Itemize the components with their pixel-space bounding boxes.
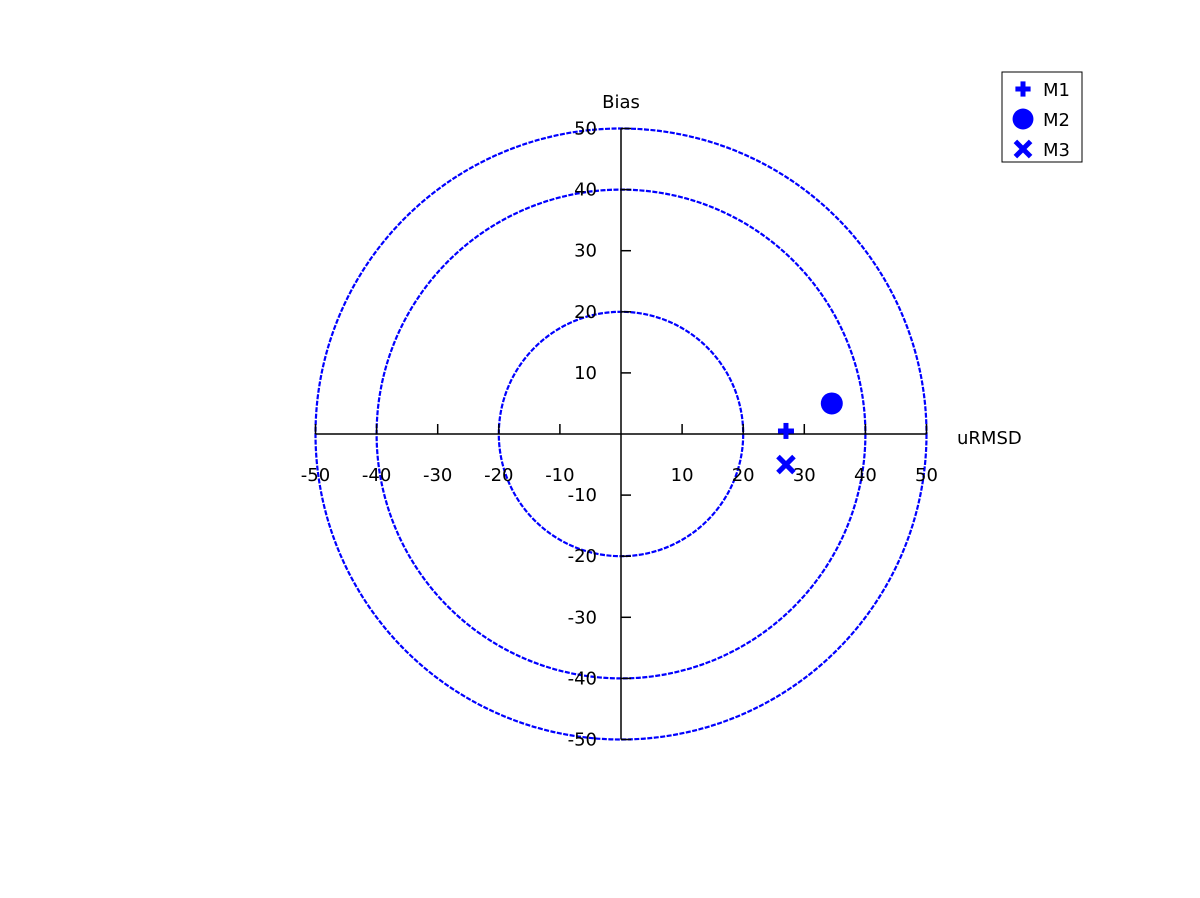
data-point-m3 (776, 454, 796, 475)
x-tick-label: -10 (545, 465, 574, 486)
tick-marks (314, 127, 928, 741)
legend-marker-m1 (1015, 81, 1031, 97)
y-tick-label: 50 (574, 119, 597, 140)
y-axis-label: Bias (602, 92, 640, 113)
data-points (776, 392, 843, 475)
x-tick-label: 10 (671, 465, 694, 486)
y-tick-label: -30 (568, 607, 597, 628)
legend-label: M2 (1043, 110, 1070, 131)
axes (315, 128, 927, 740)
x-tick-label: 50 (915, 465, 938, 486)
y-tick-label: 20 (574, 302, 597, 323)
data-point-m2 (820, 392, 843, 415)
x-tick-label: 20 (732, 465, 755, 486)
y-tick-label: 30 (574, 241, 597, 262)
x-tick-label: 40 (854, 465, 877, 486)
legend-label: M1 (1043, 80, 1070, 101)
y-tick-label: -50 (568, 730, 597, 751)
y-tick-label: -10 (568, 485, 597, 506)
legend-marker-m3 (1013, 139, 1033, 159)
tick-labels: -50 -40 -30 -20 -10 10 20 30 40 50 -50 -40 -30 -20 -10… (301, 119, 938, 751)
legend-marker-m2 (1012, 108, 1034, 130)
x-tick-label: -20 (484, 465, 513, 486)
y-tick-label: 40 (574, 180, 597, 201)
x-tick-label: -40 (362, 465, 391, 486)
y-tick-label: 10 (574, 363, 597, 384)
legend: M1 M2 M3 (1001, 71, 1083, 163)
data-point-m1 (777, 422, 794, 439)
x-tick-label: -50 (301, 465, 330, 486)
legend-items: M1 M2 M3 (1012, 80, 1070, 161)
x-axis-label: uRMSD (957, 428, 1022, 449)
y-tick-label: -40 (568, 668, 597, 689)
y-tick-label: -20 (568, 546, 597, 567)
x-tick-label: 30 (793, 465, 816, 486)
x-tick-label: -30 (423, 465, 452, 486)
legend-label: M3 (1043, 140, 1070, 161)
